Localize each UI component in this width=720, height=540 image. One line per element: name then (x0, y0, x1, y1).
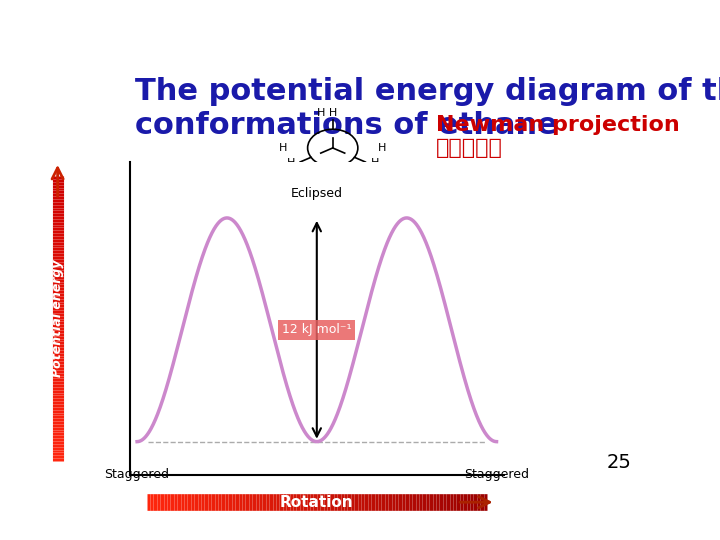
Text: H: H (490, 315, 499, 325)
Text: H: H (401, 315, 410, 325)
Text: H: H (252, 352, 261, 362)
Text: H: H (167, 315, 175, 325)
Text: H: H (405, 352, 413, 362)
Text: The potential energy diagram of the: The potential energy diagram of the (135, 77, 720, 106)
Text: Eclipsed: Eclipsed (307, 189, 359, 202)
Text: H: H (446, 299, 454, 309)
Text: conformations of ethane: conformations of ethane (135, 111, 557, 139)
Text: Newman projection
（投影式）: Newman projection （投影式） (436, 114, 680, 158)
Text: Staggered: Staggered (464, 469, 529, 482)
Text: 25: 25 (606, 453, 631, 472)
Text: 12 kJ mol⁻¹: 12 kJ mol⁻¹ (282, 323, 351, 336)
Text: Staggered: Staggered (104, 469, 170, 482)
Text: Staggered: Staggered (418, 383, 482, 396)
Text: Eclipsed: Eclipsed (291, 187, 343, 200)
Text: H: H (287, 158, 295, 168)
Text: Rotation: Rotation (280, 495, 354, 510)
Text: Potential energy: Potential energy (51, 260, 64, 377)
Text: H: H (446, 373, 454, 383)
Text: H: H (212, 299, 220, 309)
Text: H: H (378, 143, 387, 153)
Text: Potential energy: Potential energy (139, 249, 153, 363)
Text: H H: H H (317, 108, 337, 118)
Text: H: H (279, 143, 287, 153)
Text: H: H (171, 352, 179, 362)
Text: H: H (486, 352, 495, 362)
Text: H: H (256, 315, 264, 325)
Text: H: H (212, 373, 220, 383)
Text: Staggered: Staggered (183, 383, 248, 396)
Text: H: H (370, 158, 379, 168)
